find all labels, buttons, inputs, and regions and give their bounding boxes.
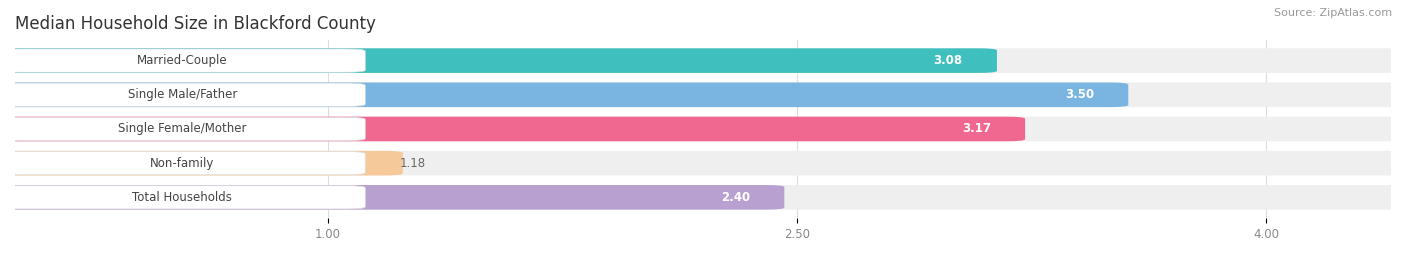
FancyBboxPatch shape	[0, 117, 1406, 141]
FancyBboxPatch shape	[0, 151, 366, 175]
Text: Non-family: Non-family	[150, 157, 215, 170]
Text: Total Households: Total Households	[132, 191, 232, 204]
Text: Median Household Size in Blackford County: Median Household Size in Blackford Count…	[15, 15, 375, 33]
Text: Source: ZipAtlas.com: Source: ZipAtlas.com	[1274, 8, 1392, 18]
Text: Married-Couple: Married-Couple	[136, 54, 228, 67]
FancyBboxPatch shape	[0, 186, 366, 209]
FancyBboxPatch shape	[0, 83, 1406, 107]
FancyBboxPatch shape	[0, 48, 1406, 73]
FancyBboxPatch shape	[0, 117, 1025, 141]
FancyBboxPatch shape	[0, 48, 997, 73]
FancyBboxPatch shape	[0, 185, 1406, 210]
Text: 1.18: 1.18	[399, 157, 426, 170]
FancyBboxPatch shape	[0, 151, 402, 175]
Text: Single Male/Father: Single Male/Father	[128, 88, 238, 101]
FancyBboxPatch shape	[0, 151, 1406, 175]
FancyBboxPatch shape	[0, 49, 366, 72]
Text: Single Female/Mother: Single Female/Mother	[118, 122, 246, 136]
FancyBboxPatch shape	[0, 83, 1128, 107]
FancyBboxPatch shape	[0, 83, 366, 107]
FancyBboxPatch shape	[0, 117, 366, 141]
FancyBboxPatch shape	[0, 185, 785, 210]
Text: 2.40: 2.40	[721, 191, 749, 204]
Text: 3.08: 3.08	[934, 54, 963, 67]
Text: 3.50: 3.50	[1064, 88, 1094, 101]
Text: 3.17: 3.17	[962, 122, 991, 136]
